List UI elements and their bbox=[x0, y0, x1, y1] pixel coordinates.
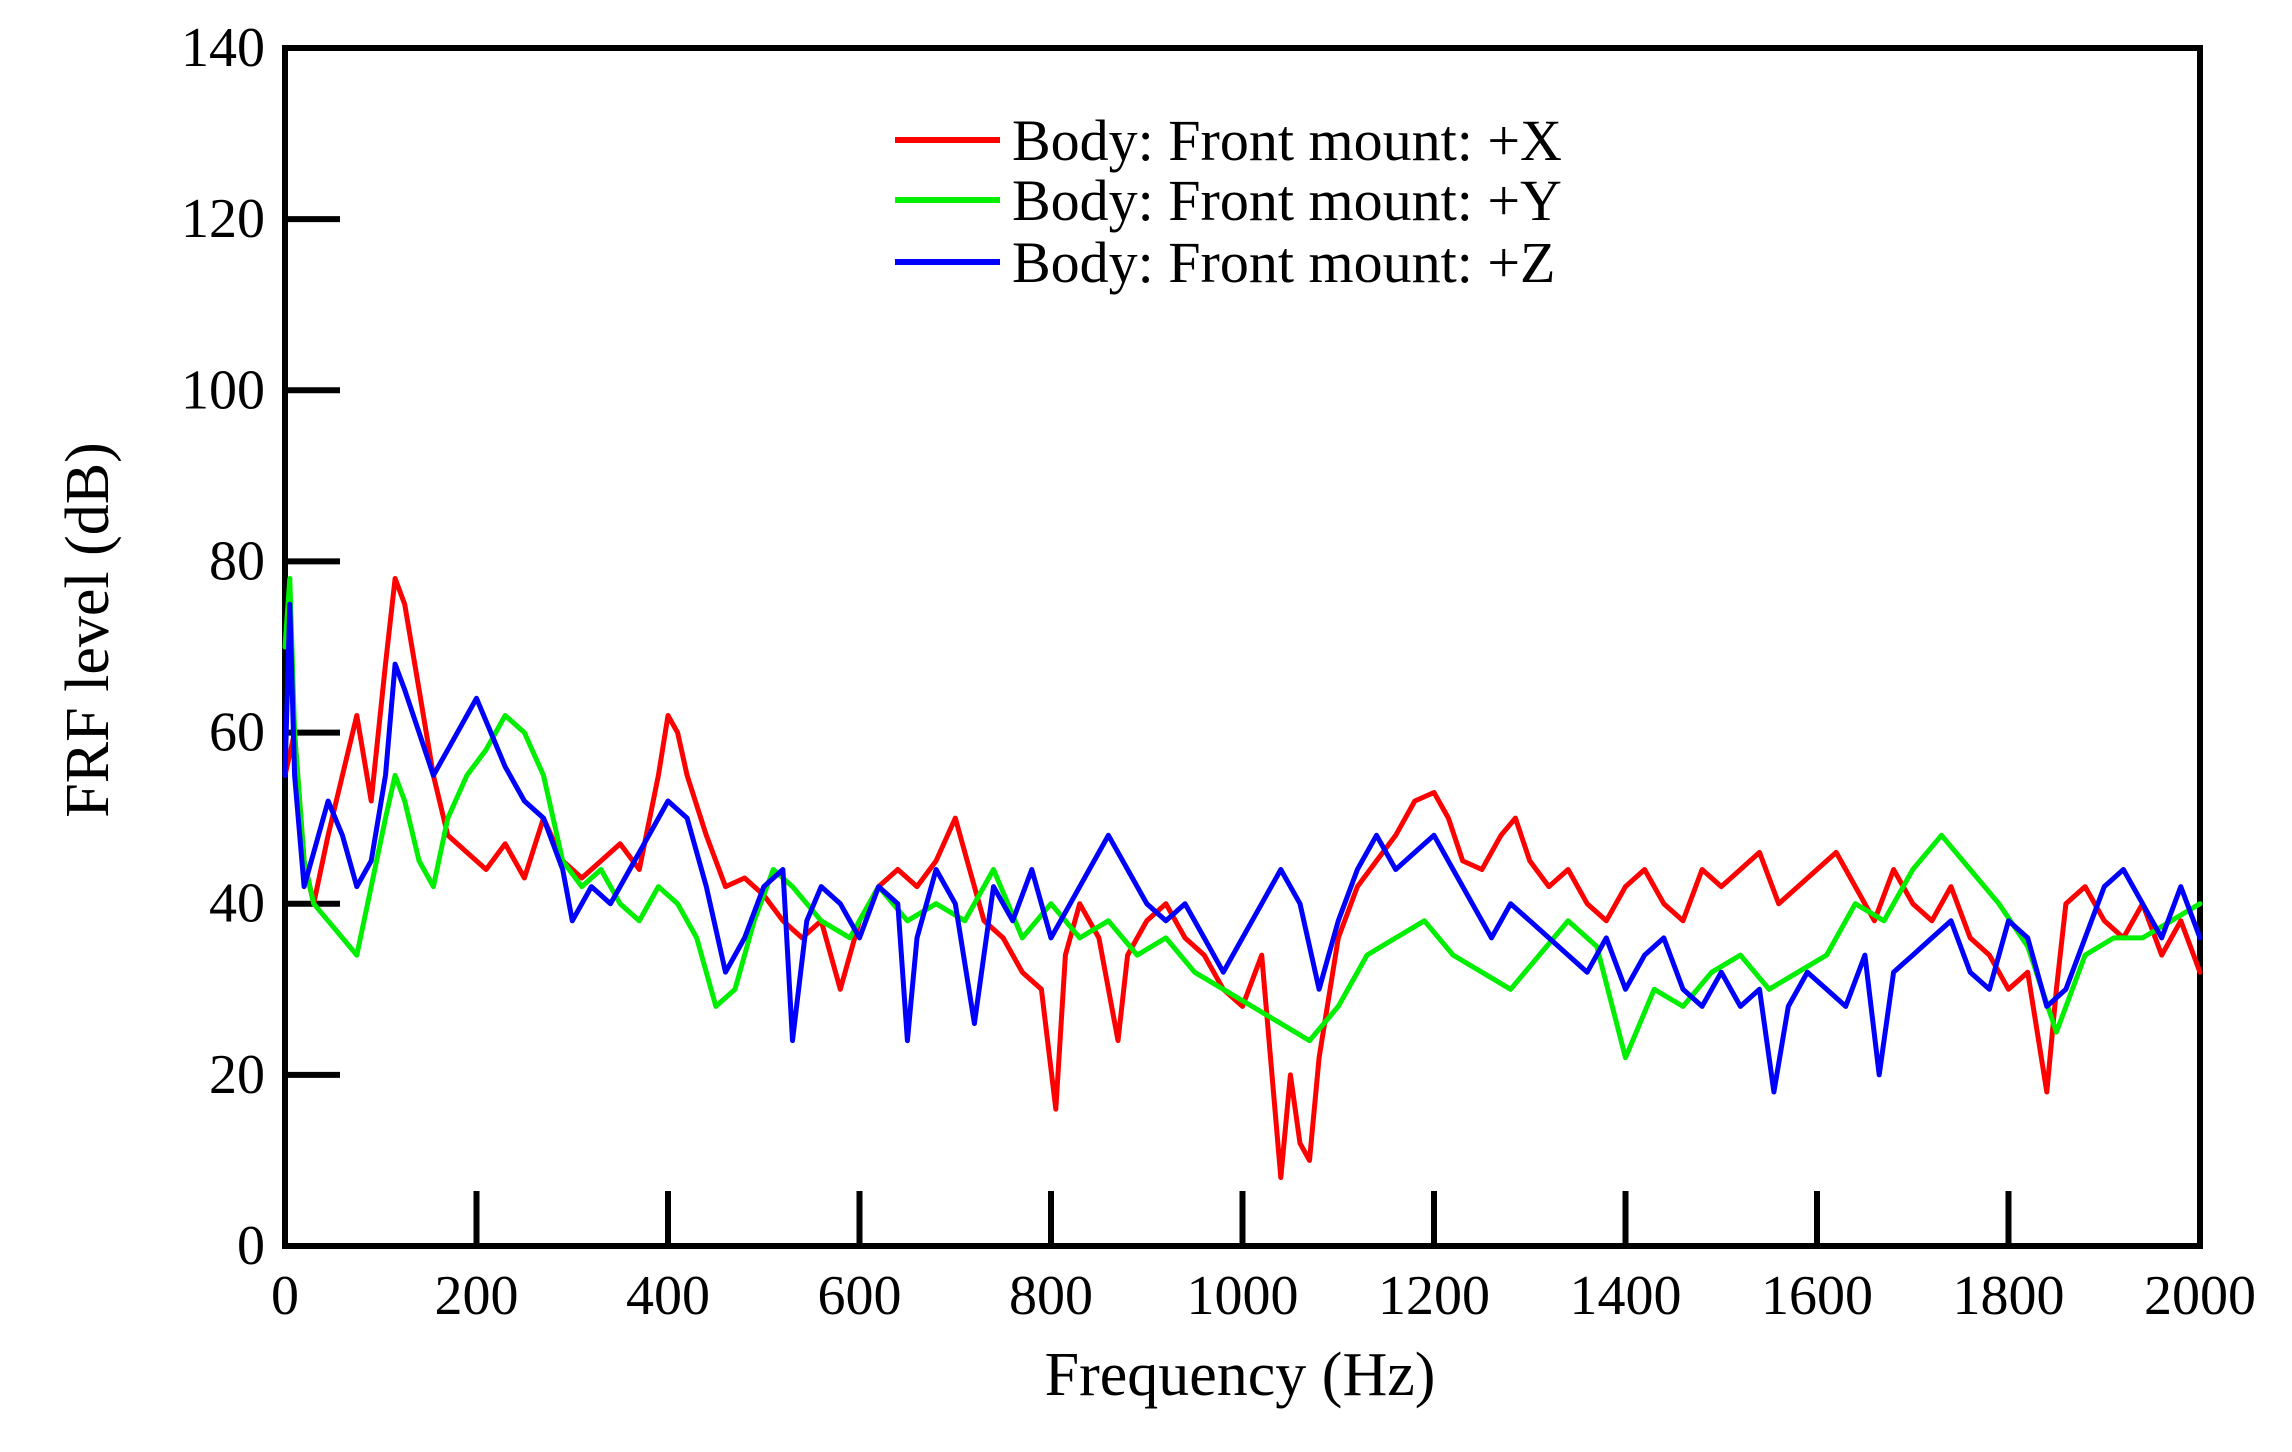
y-tick-label: 0 bbox=[237, 1215, 265, 1277]
x-tick-label: 200 bbox=[435, 1265, 519, 1327]
x-tick-label: 1800 bbox=[1953, 1265, 2065, 1327]
x-tick-label: 0 bbox=[271, 1265, 299, 1327]
y-tick-label: 140 bbox=[181, 17, 265, 79]
legend-label-x: Body: Front mount: +X bbox=[1012, 108, 1562, 173]
series-line-y bbox=[282, 576, 2203, 1061]
series-line-z bbox=[282, 601, 2203, 1095]
x-tick-label: 1400 bbox=[1570, 1265, 1682, 1327]
x-tick-label: 800 bbox=[1009, 1265, 1093, 1327]
y-tick-label: 80 bbox=[209, 530, 265, 592]
legend-label-y: Body: Front mount: +Y bbox=[1012, 168, 1562, 233]
y-tick-label: 120 bbox=[181, 188, 265, 250]
x-tick-label: 1000 bbox=[1187, 1265, 1299, 1327]
x-tick-label: 1200 bbox=[1378, 1265, 1490, 1327]
x-axis-title: Frequency (Hz) bbox=[1045, 1341, 1436, 1409]
x-tick-label: 1600 bbox=[1761, 1265, 1873, 1327]
y-tick-label: 40 bbox=[209, 873, 265, 935]
x-tick-label: 600 bbox=[818, 1265, 902, 1327]
x-tick-label: 400 bbox=[626, 1265, 710, 1327]
y-tick-label: 20 bbox=[209, 1044, 265, 1106]
series-line-x bbox=[282, 576, 2203, 1180]
y-tick-label: 100 bbox=[181, 359, 265, 421]
y-axis-ticks: 0 20 40 60 80 100 120 140 bbox=[181, 17, 340, 1277]
x-axis-ticks: 0 200 400 600 800 1000 1200 1400 1600 1800 2000 bbox=[271, 1191, 2256, 1327]
legend-label-z: Body: Front mount: +Z bbox=[1012, 230, 1555, 295]
y-tick-label: 60 bbox=[209, 702, 265, 764]
legend: Body: Front mount: +X Body: Front mount:… bbox=[895, 108, 1562, 295]
y-axis-title: FRF level (dB) bbox=[54, 442, 122, 817]
x-tick-label: 2000 bbox=[2144, 1265, 2256, 1327]
series-lines bbox=[282, 576, 2203, 1180]
